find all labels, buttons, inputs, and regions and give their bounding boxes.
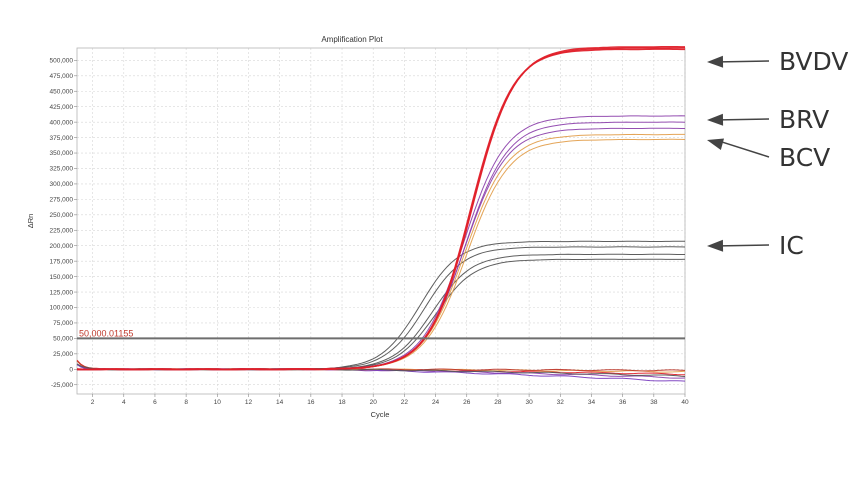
annotation-arrow-line (720, 244, 770, 247)
series-line-bvdv (76, 46, 685, 371)
threshold-label: 50,000.01155 (79, 328, 133, 338)
series-lines (76, 46, 686, 382)
annotation-arrow-head (707, 138, 725, 151)
y-tick-label: 125,000 (50, 289, 74, 296)
chart-title: Amplification Plot (321, 35, 383, 44)
x-tick-label: 4 (122, 399, 126, 406)
series-line-bvdv (76, 47, 685, 371)
y-tick-label: 225,000 (50, 227, 74, 234)
x-tick-label: 6 (153, 399, 157, 406)
plot-area-frame (76, 47, 686, 395)
y-tick-label: 500,000 (50, 58, 74, 65)
y-tick-label: 175,000 (50, 258, 74, 265)
y-tick-label: 275,000 (50, 197, 74, 204)
series-line-bcv (76, 133, 685, 371)
series-line-ic (76, 246, 686, 371)
grid (77, 48, 686, 394)
y-tick-label: 50,000 (53, 336, 73, 343)
y-tick-label: 150,000 (50, 274, 74, 281)
annotation-arrow-head (707, 239, 724, 252)
y-tick-label: 475,000 (50, 73, 74, 80)
annotation-arrow-line (720, 118, 770, 121)
annotation-label-bvdv: BVDV (779, 47, 848, 76)
annotation-arrow-head (707, 113, 724, 126)
series-line-baseline (76, 364, 686, 382)
x-tick-label: 34 (588, 399, 596, 406)
y-axis-ticks: -25,000 0 25,000 50,000 75,000 100,000 125,000… (50, 58, 77, 389)
series-line-baseline (76, 359, 685, 376)
y-tick-label: 300,000 (50, 181, 74, 188)
x-tick-label: 40 (681, 399, 689, 406)
annotation-label-ic: IC (779, 231, 804, 260)
x-tick-label: 24 (432, 399, 440, 406)
y-tick-label: 325,000 (50, 166, 74, 173)
x-axis-ticks: 2 4 6 8 10 12 14 16 18 20 22 24 26 28 30 32 34 36 38 40 (91, 394, 689, 406)
y-tick-label: 200,000 (50, 243, 74, 250)
x-tick-label: 2 (91, 399, 95, 406)
annotation-arrow-line (720, 60, 770, 63)
x-tick-label: 26 (463, 399, 471, 406)
x-tick-label: 22 (401, 399, 409, 406)
x-tick-label: 12 (245, 399, 253, 406)
series-line-brv (77, 127, 685, 371)
x-tick-label: 10 (214, 399, 222, 406)
series-line-ic (76, 258, 686, 371)
x-tick-label: 20 (370, 399, 378, 406)
y-tick-label: 250,000 (50, 212, 74, 219)
y-tick-label: 375,000 (50, 135, 74, 142)
y-tick-label: 425,000 (50, 104, 74, 111)
x-tick-label: 30 (525, 399, 533, 406)
annotation-label-bcv: BCV (779, 143, 830, 172)
x-tick-label: 16 (307, 399, 315, 406)
x-tick-label: 14 (276, 399, 284, 406)
y-tick-label: -25,000 (51, 382, 73, 389)
y-tick-label: 450,000 (50, 88, 74, 95)
y-axis-label: ΔRn (26, 214, 35, 229)
annotations: BVDV BRV BCV IC (707, 47, 848, 260)
y-tick-label: 25,000 (53, 351, 73, 358)
annotation-arrow-line (720, 140, 770, 158)
y-tick-label: 350,000 (50, 150, 74, 157)
x-tick-label: 8 (184, 399, 188, 406)
series-line-ic (76, 240, 685, 371)
x-tick-label: 18 (338, 399, 346, 406)
y-tick-label: 100,000 (50, 305, 74, 312)
y-tick-label: 0 (69, 366, 73, 373)
series-line-bvdv (77, 48, 685, 371)
x-tick-label: 36 (619, 399, 627, 406)
annotation-label-brv: BRV (779, 105, 829, 134)
x-axis-label: Cycle (371, 410, 390, 419)
annotation-arrow-head (707, 55, 724, 68)
y-tick-label: 75,000 (53, 320, 73, 327)
x-tick-label: 32 (557, 399, 565, 406)
x-tick-label: 38 (650, 399, 658, 406)
series-line-brv (76, 115, 686, 371)
series-line-ic (77, 253, 685, 371)
x-tick-label: 28 (494, 399, 502, 406)
y-tick-label: 400,000 (50, 119, 74, 126)
